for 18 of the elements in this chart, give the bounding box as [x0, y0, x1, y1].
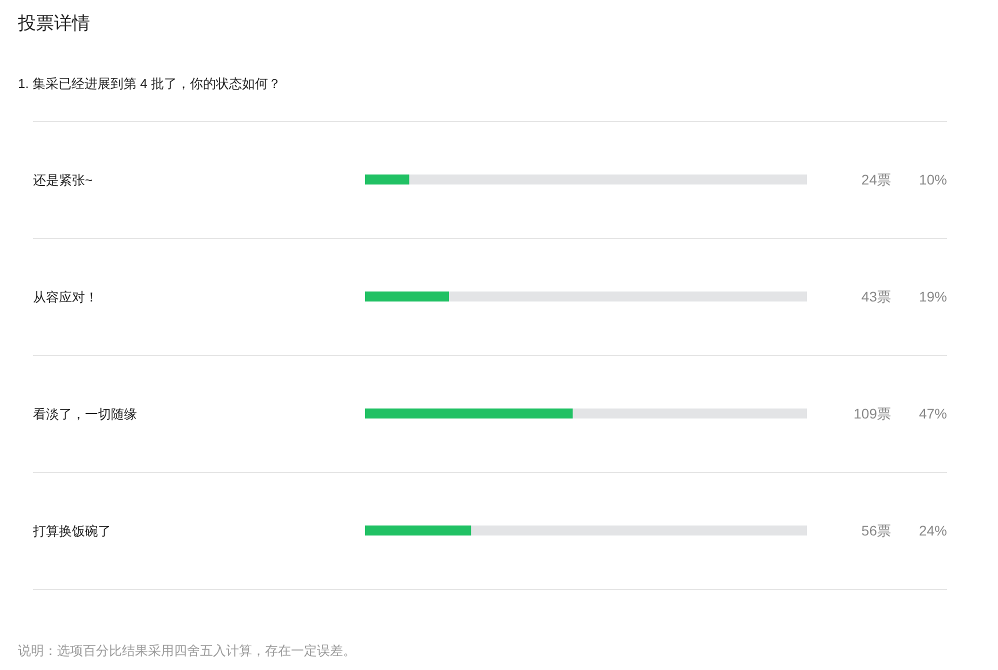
- data-label: 19%: [918, 288, 947, 304]
- y-tick-label: 从容应对！: [33, 290, 98, 304]
- data-label: 10%: [918, 172, 947, 188]
- text: 说明：选项百分比结果采用四舍五入计算，存在一定误差。: [18, 643, 356, 658]
- bar: [365, 526, 472, 536]
- text: 投票详情: [17, 13, 90, 33]
- bar: [365, 174, 410, 184]
- y-tick-label: 打算换饭碗了: [32, 524, 111, 538]
- bar: [365, 292, 449, 302]
- text: 43票: [861, 288, 891, 304]
- y-tick-label: 看淡了，一切随缘: [33, 406, 137, 422]
- text: 24票: [861, 172, 891, 188]
- y-tick-label: 还是紧张~: [33, 172, 93, 188]
- data-label: 47%: [918, 406, 947, 422]
- text: 56票: [861, 522, 891, 538]
- text: 109票: [854, 406, 891, 422]
- data-label: 24%: [918, 522, 947, 538]
- text: 1. 集采已经进展到第 4 批了，你的状态如何？: [18, 76, 281, 91]
